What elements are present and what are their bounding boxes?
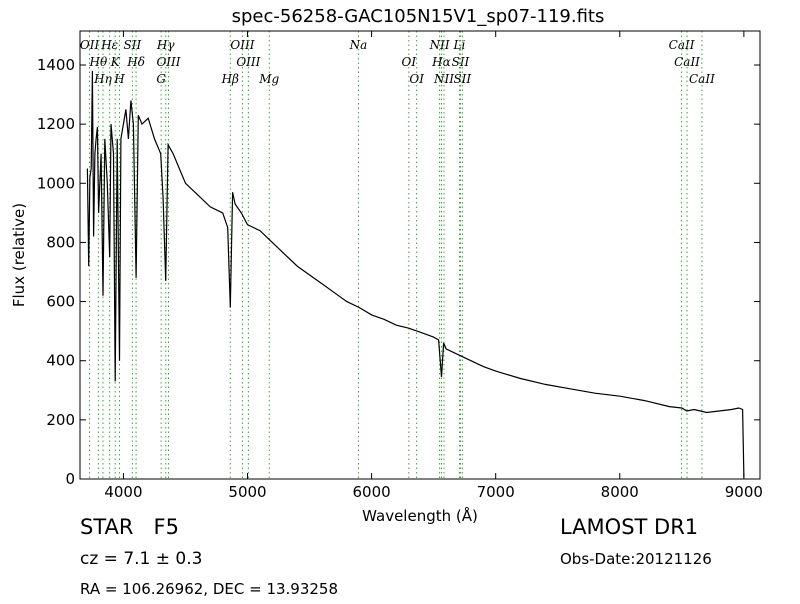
spectral-line-label: OIII [230,38,254,52]
spectral-line-label: CaII [674,55,700,69]
spectral-line-label: Hδ [126,55,145,69]
y-tick-label: 1200 [37,115,75,133]
x-tick-label: 9000 [725,483,763,501]
annotation: RA = 106.26962, DEC = 13.93258 [80,580,338,598]
y-tick-label: 800 [46,233,75,251]
x-tick-label: 6000 [353,483,391,501]
x-tick-label: 4000 [104,483,142,501]
spectral-line-label: H [113,72,125,86]
y-tick-label: 400 [46,352,75,370]
spectral-line-label: K [110,55,121,69]
annotation: cz = 7.1 ± 0.3 [80,549,202,569]
spectral-line-label: Hα [431,55,451,69]
spectral-line-label: Hβ [221,72,239,86]
spectral-line-label: NII [433,72,454,86]
spectral-line-label: OI [402,55,417,69]
spectral-line-label: Hθ [89,55,108,69]
spectrum-line [86,70,745,478]
annotation: LAMOST DR1 [560,515,698,539]
spectral-line-label: CaII [669,38,695,52]
annotation: STAR F5 [80,515,179,539]
x-tick-label: 5000 [228,483,266,501]
spectral-line-label: OIII [236,55,260,69]
y-axis-label: Flux (relative) [10,203,28,307]
x-tick-label: 8000 [601,483,639,501]
spectral-line-label: Na [349,38,368,52]
spectral-line-label: CaII [689,72,715,86]
annotation: Obs-Date:20121126 [560,550,712,568]
spectral-line-label: OII [80,38,100,52]
plot-frame [79,30,761,480]
y-tick-label: 600 [46,293,75,311]
y-tick-label: 0 [65,470,75,488]
y-tick-label: 1000 [37,174,75,192]
spectral-line-label: NII [429,38,450,52]
spectral-line-label: G [156,72,166,86]
spectral-line-label: OI [409,72,424,86]
spectral-line-label: SII [453,72,471,86]
spectral-line-label: SII [452,55,470,69]
spectral-line-label: OIII [156,55,180,69]
y-tick-label: 1400 [37,56,75,74]
spectral-line-label: Mg [258,72,279,86]
chart-title: spec-56258-GAC105N15V1_sp07-119.fits [232,6,605,27]
spectral-line-label: SII [124,38,142,52]
x-axis-label: Wavelength (Å) [362,506,478,525]
spectral-line-label: Hγ [156,38,175,52]
spectral-line-label: Li [453,38,466,52]
spectral-line-label: Hη [93,72,112,86]
x-tick-label: 7000 [477,483,515,501]
spectral-line-label: Hε [100,38,118,52]
y-tick-label: 200 [46,411,75,429]
